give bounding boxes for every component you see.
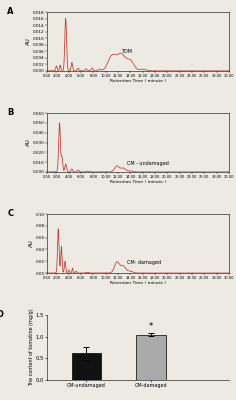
X-axis label: Retention Time ( minute ): Retention Time ( minute ) [110, 180, 166, 184]
Text: CM - undamaged: CM - undamaged [127, 161, 169, 166]
Text: D: D [0, 310, 3, 319]
Y-axis label: AU: AU [29, 240, 34, 248]
Y-axis label: AU: AU [26, 38, 31, 45]
Bar [136, 335, 166, 380]
Text: TOM: TOM [121, 49, 132, 54]
Text: C: C [7, 210, 13, 218]
Y-axis label: AU: AU [26, 139, 31, 146]
X-axis label: Retention Time ( minute ): Retention Time ( minute ) [110, 281, 166, 285]
Text: B: B [7, 108, 14, 117]
Y-axis label: The content of tomatine (mg/g): The content of tomatine (mg/g) [29, 309, 34, 386]
Text: *: * [149, 322, 153, 331]
X-axis label: Retention Time ( minute ): Retention Time ( minute ) [110, 79, 166, 83]
Text: A: A [7, 7, 14, 16]
Text: CM- damaged: CM- damaged [127, 260, 161, 265]
Bar [72, 353, 101, 380]
